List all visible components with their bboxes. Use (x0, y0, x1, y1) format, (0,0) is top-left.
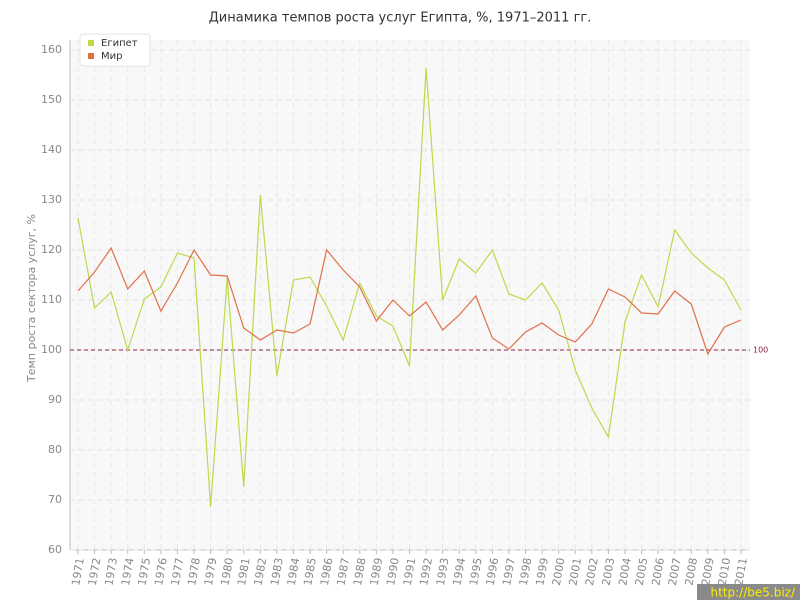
x-tick-label: 1994 (450, 557, 468, 587)
x-tick-label: 1971 (69, 557, 87, 587)
legend-label: Египет (101, 38, 138, 49)
y-tick-label: 70 (48, 493, 62, 506)
watermark-box (697, 584, 800, 600)
x-tick-label: 1980 (218, 557, 236, 587)
x-tick-label: 1995 (467, 557, 485, 587)
legend-swatch (88, 53, 94, 59)
y-tick-label: 130 (41, 193, 62, 206)
legend-swatch (88, 40, 94, 46)
chart-title: Динамика темпов роста услуг Египта, %, 1… (209, 11, 592, 26)
x-tick-label: 1991 (401, 557, 419, 587)
y-tick-label: 60 (48, 543, 62, 556)
x-tick-label: 1988 (351, 557, 369, 587)
x-tick-label: 1983 (268, 557, 286, 587)
x-tick-label: 2008 (683, 557, 701, 587)
x-tick-label: 2000 (550, 557, 568, 587)
y-tick-label: 150 (41, 93, 62, 106)
x-tick-label: 2005 (633, 557, 651, 587)
x-tick-label: 1981 (235, 557, 253, 587)
x-tick-label: 1998 (517, 557, 535, 587)
y-tick-label: 120 (41, 243, 62, 256)
legend-box (79, 33, 151, 67)
x-tick-label: 1989 (368, 557, 386, 587)
x-tick-label: 1990 (384, 557, 402, 587)
x-tick-label: 1977 (169, 557, 187, 587)
reference-label: 100 (753, 346, 768, 355)
x-tick-label: 1975 (136, 557, 154, 587)
y-axis-label: Темп роста сектора услуг, % (25, 214, 38, 383)
x-tick-label: 2002 (583, 557, 601, 587)
x-tick-label: 1984 (285, 557, 303, 587)
x-tick-label: 1974 (119, 557, 137, 587)
x-tick-label: 1976 (152, 557, 170, 587)
x-tick-label: 1982 (252, 557, 270, 587)
watermark: http://be5.biz/ (710, 586, 795, 600)
x-tick-label: 1978 (185, 557, 203, 587)
x-tick-label: 1979 (202, 557, 220, 587)
x-tick-label: 1993 (434, 557, 452, 587)
legend-label: Мир (101, 51, 122, 62)
x-tick-label: 2004 (616, 557, 634, 587)
x-tick-label: 1992 (417, 557, 435, 587)
x-tick-label: 2011 (732, 557, 750, 587)
x-tick-label: 2003 (600, 557, 618, 587)
x-tick-label: 1985 (301, 557, 319, 587)
y-tick-label: 110 (41, 293, 62, 306)
y-tick-label: 80 (48, 443, 62, 456)
x-tick-label: 1986 (318, 557, 336, 587)
x-tick-label: 1973 (102, 557, 120, 587)
y-tick-label: 90 (48, 393, 62, 406)
x-tick-label: 1987 (334, 557, 352, 587)
x-tick-label: 1972 (86, 557, 104, 587)
x-tick-label: 1997 (500, 557, 518, 587)
y-tick-label: 100 (41, 343, 62, 356)
x-tick-label: 1996 (484, 557, 502, 587)
x-tick-label: 2009 (699, 557, 717, 587)
series-line (77, 67, 742, 508)
x-tick-label: 2001 (566, 557, 584, 587)
x-tick-label: 1999 (533, 557, 551, 587)
layer: 6070809010011012013014015016019711972197… (41, 33, 800, 600)
x-tick-label: 2010 (716, 557, 734, 587)
x-tick-label: 2007 (666, 557, 684, 587)
y-tick-label: 140 (41, 143, 62, 156)
x-tick-label: 2006 (649, 557, 667, 587)
y-tick-label: 160 (41, 43, 62, 56)
legend: Египет Мир (79, 33, 151, 67)
series-line (77, 246, 742, 356)
